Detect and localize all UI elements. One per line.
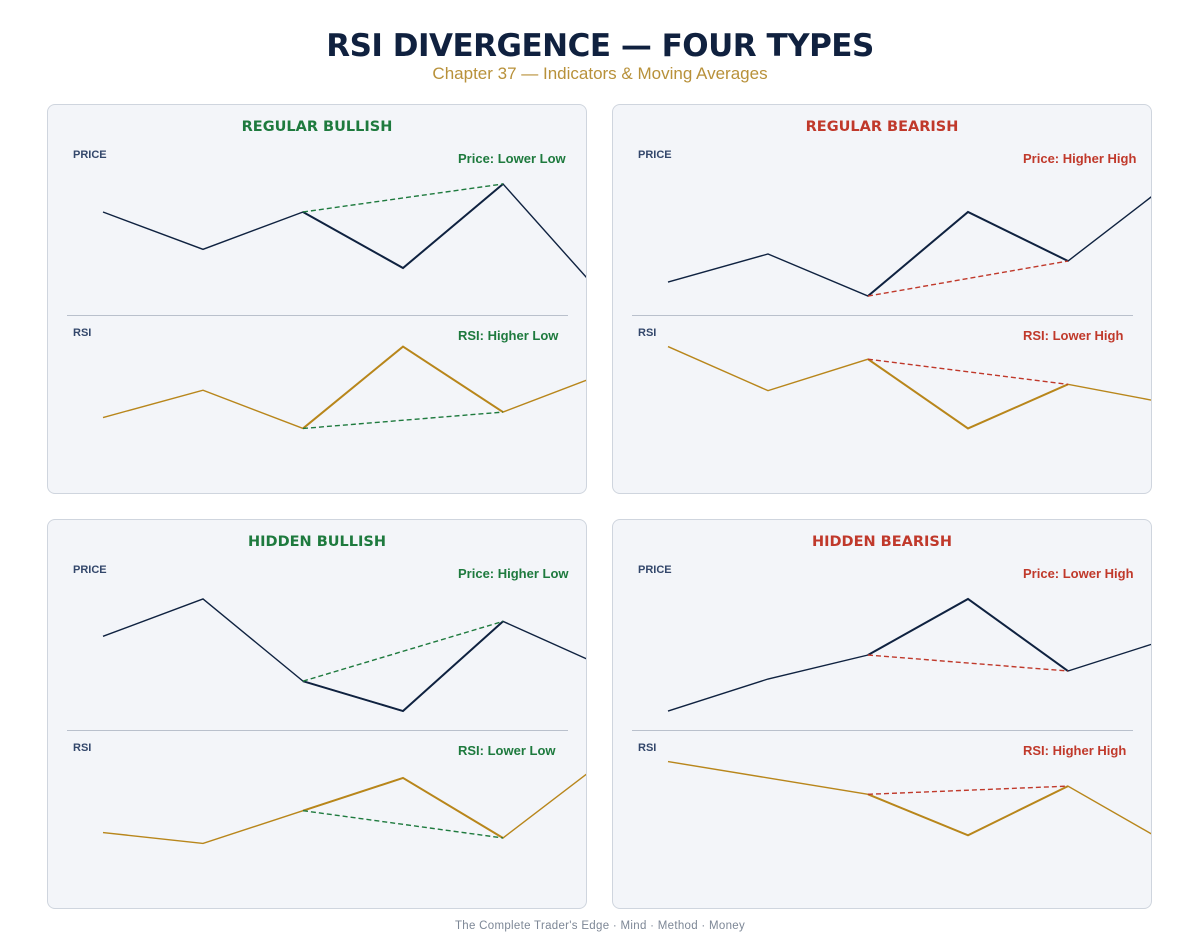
price-label: PRICE [638, 149, 672, 161]
rsi-label: RSI [638, 742, 657, 754]
rsi-label: RSI [73, 742, 92, 754]
price-label: PRICE [638, 564, 672, 576]
divergence-chart [667, 597, 1151, 837]
divergence-chart [102, 598, 586, 845]
price-annotation: Price: Higher High [1023, 151, 1137, 166]
rsi-divergence-line [302, 809, 504, 839]
panel-regular-bearish: REGULAR BEARISH PRICE Price: Higher High… [612, 104, 1152, 494]
price-swing-segment [867, 210, 1069, 297]
page-subtitle: Chapter 37 — Indicators & Moving Average… [432, 64, 768, 83]
rsi-series-line [102, 345, 586, 430]
rsi-divergence-line [867, 785, 1069, 796]
rsi-series-line [667, 760, 1151, 837]
price-series-line [667, 196, 1151, 297]
price-swing-segment [302, 620, 504, 713]
price-swing-segment [302, 183, 504, 270]
price-annotation: Price: Lower High [1023, 566, 1134, 581]
rsi-swing-segment [302, 776, 504, 839]
rsi-annotation: RSI: Higher High [1023, 743, 1127, 758]
section-divider [632, 315, 1133, 316]
rsi-swing-segment [867, 358, 1069, 430]
price-divergence-line [302, 620, 504, 682]
rsi-annotation: RSI: Lower Low [458, 743, 556, 758]
section-divider [67, 315, 568, 316]
panel-regular-bullish: REGULAR BULLISH PRICE Price: Lower Low R… [47, 104, 587, 494]
rsi-swing-segment [302, 345, 504, 430]
price-annotation: Price: Higher Low [458, 566, 569, 581]
price-annotation: Price: Lower Low [458, 151, 566, 166]
section-divider [67, 730, 568, 731]
panel-title: HIDDEN BULLISH [248, 534, 386, 550]
panel-title: HIDDEN BEARISH [811, 534, 952, 550]
divergence-chart [102, 182, 586, 430]
rsi-annotation: RSI: Higher Low [458, 328, 559, 343]
price-series-line [102, 182, 586, 279]
panel-title: REGULAR BEARISH [805, 119, 959, 135]
section-divider [632, 730, 1133, 731]
price-label: PRICE [73, 564, 107, 576]
price-divergence-line [302, 183, 504, 213]
rsi-label: RSI [638, 327, 657, 339]
panel-title: REGULAR BULLISH [241, 119, 393, 135]
rsi-annotation: RSI: Lower High [1023, 328, 1124, 343]
rsi-label: RSI [73, 327, 92, 339]
rsi-swing-segment [867, 785, 1069, 837]
price-series-line [667, 598, 1151, 712]
page-title: RSI DIVERGENCE — FOUR TYPES [326, 28, 874, 64]
price-swing-segment [867, 597, 1069, 672]
price-divergence-line [867, 260, 1069, 297]
rsi-divergence-line [302, 411, 504, 430]
divergence-chart [667, 196, 1151, 430]
rsi-series-line [102, 773, 586, 845]
footer: The Complete Trader's Edge · Mind · Meth… [454, 920, 746, 932]
price-label: PRICE [73, 149, 107, 161]
price-divergence-line [867, 654, 1069, 672]
panel-hidden-bullish: HIDDEN BULLISH PRICE Price: Higher Low R… [47, 519, 587, 909]
rsi-divergence-line [867, 358, 1069, 386]
panel-hidden-bearish: HIDDEN BEARISH PRICE Price: Lower High R… [612, 519, 1152, 909]
